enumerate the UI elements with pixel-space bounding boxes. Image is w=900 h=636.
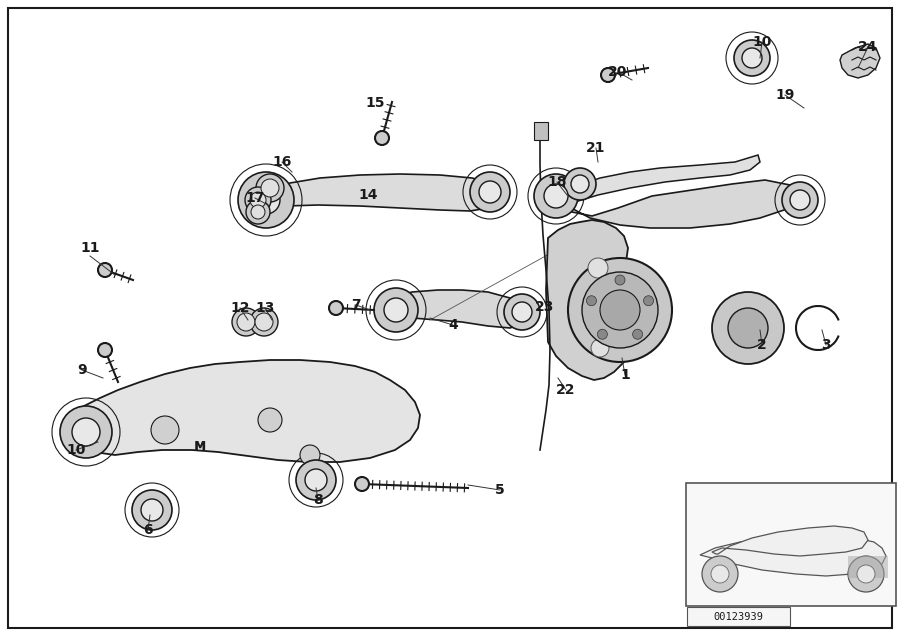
Text: 22: 22 [556,383,576,397]
Circle shape [571,175,589,193]
Circle shape [598,329,608,339]
Circle shape [251,205,265,219]
Circle shape [633,329,643,339]
Circle shape [711,565,729,583]
Text: 13: 13 [256,301,274,315]
Circle shape [252,186,280,214]
Circle shape [591,339,609,357]
Circle shape [712,292,784,364]
Text: 12: 12 [230,301,250,315]
Polygon shape [546,220,628,380]
Text: 20: 20 [608,65,627,79]
Circle shape [512,302,532,322]
Circle shape [587,296,597,306]
Text: ᴍ: ᴍ [194,438,206,452]
Circle shape [615,275,625,285]
Circle shape [782,182,818,218]
Text: 10: 10 [752,35,771,49]
Bar [686,483,896,606]
Text: 16: 16 [273,155,292,169]
Circle shape [544,184,568,208]
Polygon shape [712,526,868,556]
Circle shape [237,313,255,331]
Circle shape [375,131,389,145]
Circle shape [504,294,540,330]
Text: 15: 15 [365,96,385,110]
Circle shape [258,408,282,432]
Circle shape [256,174,284,202]
Circle shape [98,263,112,277]
Circle shape [790,190,810,210]
Circle shape [857,565,875,583]
Bar [848,556,888,578]
Circle shape [151,416,179,444]
Circle shape [374,288,418,332]
Text: 17: 17 [246,191,265,205]
Text: 7: 7 [351,298,361,312]
Circle shape [384,298,408,322]
Bar [534,122,548,140]
Circle shape [98,343,112,357]
Circle shape [60,406,112,458]
Text: 10: 10 [67,443,86,457]
Text: 19: 19 [775,88,795,102]
Bar [687,607,790,626]
Text: 21: 21 [586,141,606,155]
Circle shape [602,282,618,298]
Circle shape [245,187,271,213]
Circle shape [261,179,279,197]
Text: 18: 18 [547,175,567,189]
Circle shape [250,192,266,208]
Polygon shape [256,174,498,211]
Text: 6: 6 [143,523,153,537]
Circle shape [564,168,596,200]
Text: 2: 2 [757,338,767,352]
Text: 9: 9 [77,363,86,377]
Text: 1: 1 [620,368,630,382]
Circle shape [232,308,260,336]
Text: 3: 3 [821,338,831,352]
Circle shape [644,296,653,306]
Circle shape [246,200,270,224]
Circle shape [534,174,578,218]
Circle shape [728,308,768,348]
Polygon shape [568,180,808,228]
Circle shape [238,172,294,228]
Polygon shape [62,360,420,462]
Circle shape [296,460,336,500]
Circle shape [479,181,501,203]
Circle shape [141,499,163,521]
Text: 11: 11 [80,241,100,255]
Circle shape [734,40,770,76]
Circle shape [582,272,658,348]
Circle shape [300,445,320,465]
Circle shape [600,290,640,330]
Polygon shape [700,536,886,576]
Polygon shape [568,155,760,202]
Polygon shape [840,44,880,78]
Circle shape [588,258,608,278]
Text: 24: 24 [859,40,877,54]
Circle shape [848,556,884,592]
Circle shape [250,308,278,336]
Circle shape [132,490,172,530]
Circle shape [255,313,273,331]
Text: 5: 5 [495,483,505,497]
Circle shape [305,469,327,491]
Text: 23: 23 [536,300,554,314]
Circle shape [702,556,738,592]
Text: 8: 8 [313,493,323,507]
Circle shape [329,301,343,315]
Circle shape [470,172,510,212]
Circle shape [742,48,762,68]
Text: 4: 4 [448,318,458,332]
Circle shape [72,418,100,446]
Circle shape [355,477,369,491]
Circle shape [568,258,672,362]
Polygon shape [375,290,530,328]
Text: 00123939: 00123939 [714,611,763,621]
Text: 14: 14 [358,188,378,202]
Circle shape [601,68,615,82]
